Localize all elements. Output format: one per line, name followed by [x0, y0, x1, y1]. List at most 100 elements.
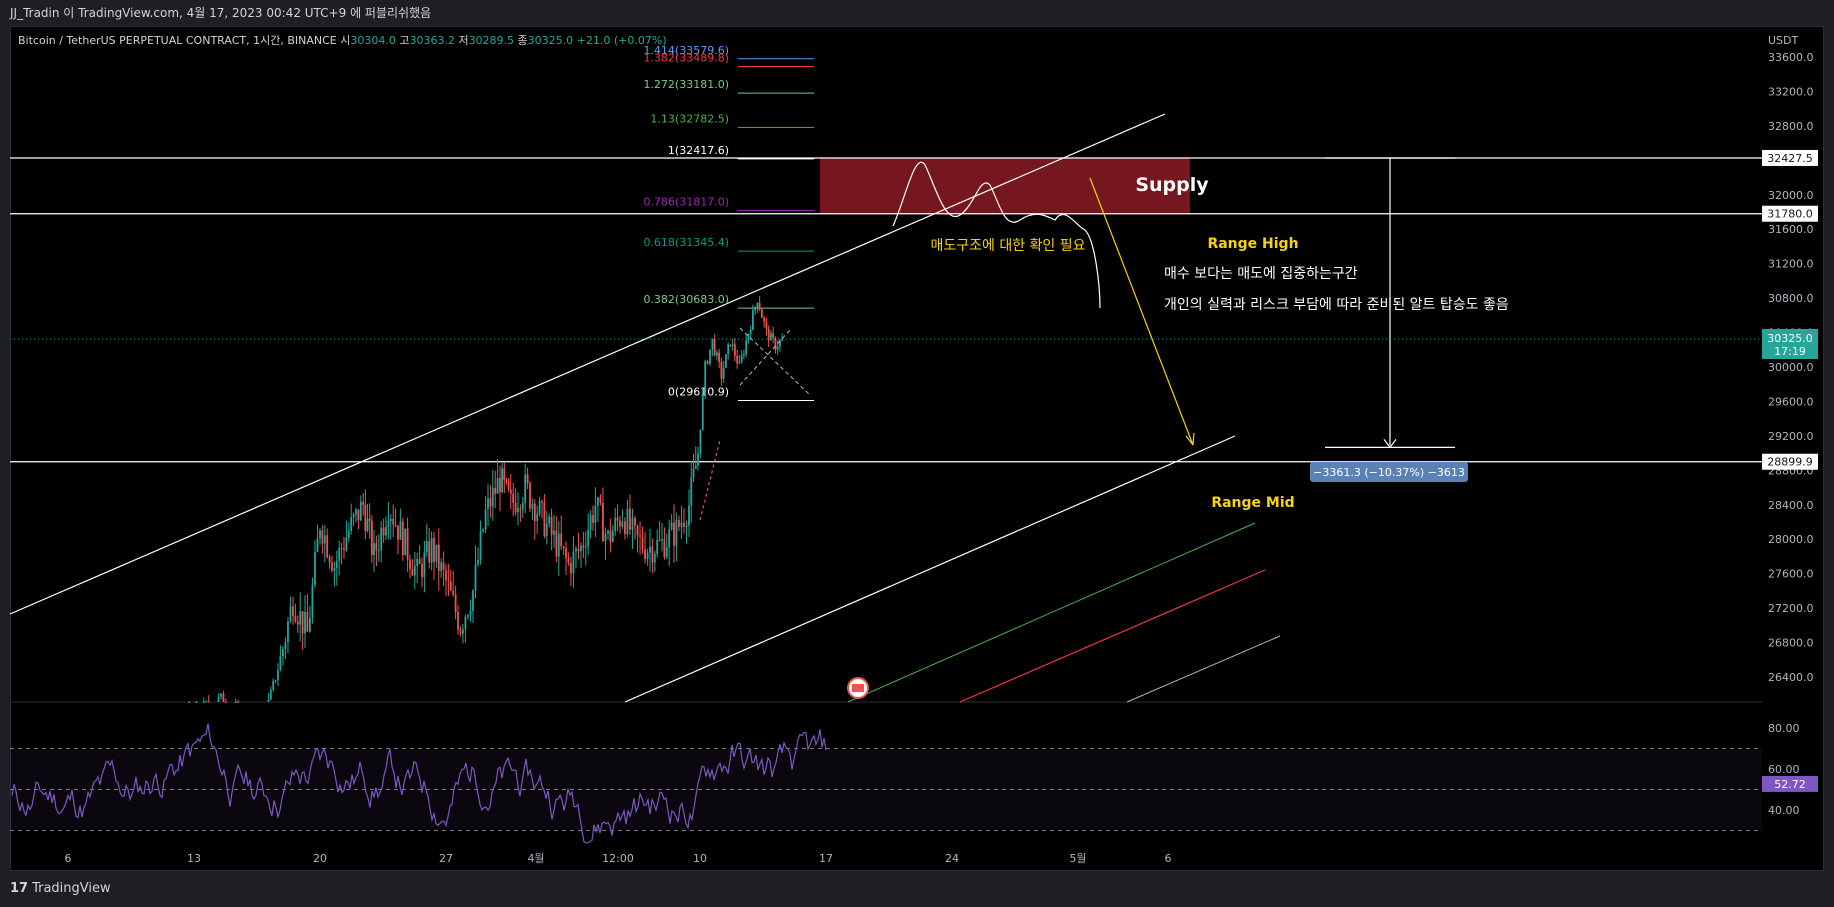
candle-body [284, 641, 287, 649]
candle-body [222, 693, 225, 702]
candle-body [447, 580, 450, 582]
y-tick-4: 28000.0 [1768, 533, 1814, 546]
y-tick-7: 29200.0 [1768, 430, 1814, 443]
triangle-dashed-1 [739, 327, 811, 396]
candle-body [399, 521, 402, 540]
last-price-box [1762, 329, 1818, 360]
candle-body [727, 344, 730, 355]
candle-body [489, 498, 492, 507]
candle-body [394, 524, 397, 526]
x-tick-0: 6 [65, 852, 72, 865]
tradingview-logo[interactable]: 17 TradingView [10, 881, 111, 896]
candle-body [651, 546, 654, 563]
candle-body [509, 489, 512, 494]
fib-label-7: 0.382(30683.0) [643, 293, 729, 306]
candle-body [756, 302, 759, 308]
projected-path [892, 161, 1101, 309]
candle-body [418, 558, 421, 564]
tv-brand-text: TradingView [32, 881, 111, 896]
y-tick-17: 33200.0 [1768, 85, 1814, 98]
breakout-dashed [699, 439, 721, 521]
channel-upper-line [9, 113, 1166, 615]
measure-label-box [1310, 462, 1468, 482]
candle-body [582, 545, 585, 548]
candle-body [713, 338, 716, 356]
candle-body [425, 541, 428, 553]
parallel-green-line [847, 522, 1256, 703]
candle-body [501, 468, 504, 493]
publish-header: JJ_Tradin 이 TradingView.com, 4월 17, 2023… [0, 0, 1834, 26]
rsi-tick-0: 40.00 [1768, 804, 1800, 817]
candle-body [749, 329, 752, 335]
candle-body [577, 548, 580, 552]
y-tick-18: 33600.0 [1768, 51, 1814, 64]
candle-body [345, 537, 348, 551]
candle-body [433, 538, 435, 562]
candle-body [503, 468, 506, 480]
measure-arrow [1383, 439, 1397, 449]
price-tag-box-0 [1762, 149, 1818, 166]
candle-body [368, 518, 371, 521]
candle-body [602, 503, 604, 542]
supply-zone [820, 157, 1190, 214]
candle-body [316, 538, 319, 553]
candle-body [287, 621, 289, 642]
candle-body [774, 337, 777, 350]
candle-body [580, 545, 582, 552]
y-tick-11: 30800.0 [1768, 292, 1814, 305]
candle-body [347, 530, 350, 538]
candle-body [673, 522, 675, 546]
candle-body [459, 629, 462, 634]
candle-body [289, 606, 292, 622]
candle-body [611, 531, 614, 542]
candle-body [548, 516, 551, 524]
rsi-tick-1: 60.00 [1768, 763, 1800, 776]
candle-body [597, 497, 599, 506]
candle-body [366, 518, 369, 531]
x-tick-6: 10 [693, 852, 707, 865]
candle-body [738, 361, 741, 364]
candle-body [373, 543, 375, 555]
candle-body [526, 474, 529, 484]
candle-body [626, 508, 629, 535]
candle-body [519, 508, 522, 510]
channel-lower-line [624, 435, 1236, 703]
rsi-last-box [1762, 775, 1818, 792]
candle-body [545, 523, 548, 537]
candle-body [604, 533, 607, 542]
candle-body [636, 525, 639, 536]
price-chart[interactable]: Supply 1.414(33579.6)1.382(33489.8) 1.272(… [0, 0, 1834, 871]
candle-body [401, 521, 404, 555]
candle-body [452, 590, 455, 595]
candle-body [690, 477, 693, 506]
last-price-countdown: 17:19 [1774, 345, 1806, 358]
candle-body [675, 520, 678, 546]
candle-body [701, 392, 704, 430]
candle-body [507, 480, 510, 490]
x-tick-10: 6 [1165, 852, 1172, 865]
candle-body [482, 529, 484, 531]
candle-body [397, 525, 399, 540]
x-tick-5: 12:00 [602, 852, 634, 865]
candle-body [644, 549, 646, 560]
candle-body [688, 505, 690, 526]
candle-body [653, 553, 656, 563]
candle-body [195, 702, 198, 703]
candle-body [555, 530, 558, 557]
fib-label-3: 1.13(32782.5) [650, 112, 729, 125]
rsi-tick-2: 80.00 [1768, 722, 1800, 735]
candle-body [543, 502, 546, 537]
candle-body [323, 535, 326, 544]
candle-body [445, 569, 447, 581]
candle-body [706, 361, 709, 364]
annotation-range-high: Range High [1207, 236, 1298, 252]
candle-body [565, 548, 567, 559]
candle-body [277, 670, 279, 681]
candle-body [333, 567, 336, 571]
candle-body [747, 334, 750, 341]
measure-label: −3361.3 (−10.37%) −3613 [1313, 466, 1465, 479]
candle-body [512, 493, 515, 503]
candle-body [536, 513, 539, 522]
fib-label-6: 0.618(31345.4) [643, 236, 729, 249]
candle-body [609, 530, 612, 542]
